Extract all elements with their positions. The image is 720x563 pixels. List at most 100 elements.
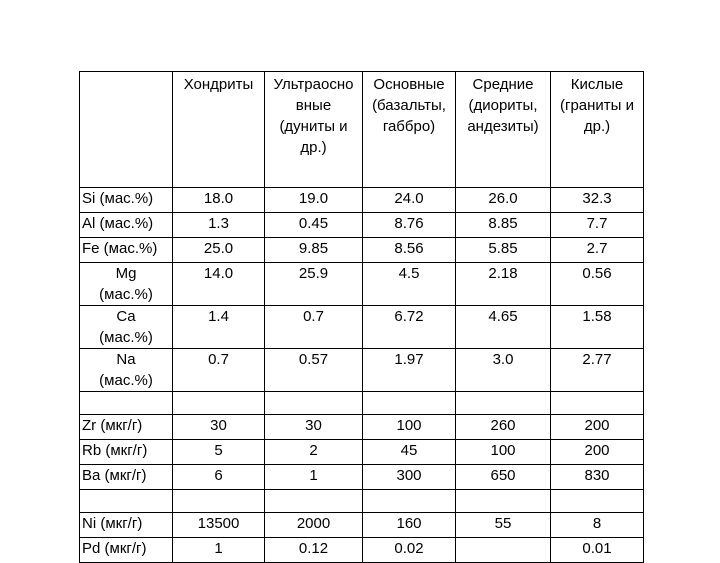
row-label-cell: Ca (мас.%) [79, 305, 173, 349]
value-cell [550, 489, 644, 513]
value-cell: 650 [455, 464, 551, 490]
value-cell: 0.01 [550, 537, 644, 563]
value-cell: 1.97 [362, 348, 456, 392]
value-cell: 1.4 [172, 305, 265, 349]
row-label: Na [116, 351, 136, 368]
value-cell: 100 [362, 414, 456, 440]
table-row: Mg (мас.%) 14.0 25.9 4.5 2.18 0.56 [79, 262, 644, 306]
value-cell: 6.72 [362, 305, 456, 349]
value-cell: 25.0 [172, 237, 265, 263]
value-cell: 0.7 [172, 348, 265, 392]
header-line: др.) [583, 118, 611, 135]
value-cell [455, 537, 551, 563]
value-cell: 32.3 [550, 187, 644, 213]
spacer-row [79, 489, 644, 513]
row-label-cell: Ba (мкг/г) [79, 464, 173, 490]
value-cell: 25.9 [264, 262, 363, 306]
header-line: Кислые [570, 76, 624, 93]
header-intermediate: Средние (диориты, андезиты) [455, 71, 551, 188]
header-line: (базальты, [372, 97, 446, 114]
value-cell: 160 [362, 512, 456, 538]
value-cell: 8 [550, 512, 644, 538]
value-cell: 6 [172, 464, 265, 490]
value-cell: 14.0 [172, 262, 265, 306]
value-cell: 1.3 [172, 212, 265, 238]
value-cell: 2.7 [550, 237, 644, 263]
row-label: (мас.%) [99, 329, 153, 346]
header-line: Хондриты [183, 76, 254, 93]
table-row: Si (мас.%) 18.0 19.0 24.0 26.0 32.3 [79, 187, 644, 213]
value-cell [455, 391, 551, 415]
row-label-cell: Pd (мкг/г) [79, 537, 173, 563]
value-cell [362, 391, 456, 415]
value-cell: 1 [172, 537, 265, 563]
value-cell: 0.45 [264, 212, 363, 238]
value-cell: 8.56 [362, 237, 456, 263]
header-line: др.) [300, 139, 327, 156]
value-cell: 55 [455, 512, 551, 538]
header-line: (диориты, [468, 97, 538, 114]
value-cell [362, 489, 456, 513]
value-cell: 8.76 [362, 212, 456, 238]
value-cell: 24.0 [362, 187, 456, 213]
value-cell: 1.58 [550, 305, 644, 349]
row-label: Zr (мкг/г) [82, 417, 143, 434]
table-row: Rb (мкг/г) 5 2 45 100 200 [79, 439, 644, 465]
header-line: Основные [373, 76, 445, 93]
row-label-cell: Fe (мас.%) [79, 237, 173, 263]
value-cell: 19.0 [264, 187, 363, 213]
row-label: Fe (мас.%) [82, 240, 158, 257]
header-row: Хондриты Ультраосно вные (дуниты и др.) … [79, 71, 644, 188]
value-cell: 0.7 [264, 305, 363, 349]
row-label: Pd (мкг/г) [82, 540, 147, 557]
table-body: Хондриты Ультраосно вные (дуниты и др.) … [79, 71, 644, 563]
value-cell: 4.5 [362, 262, 456, 306]
row-label-cell: Al (мас.%) [79, 212, 173, 238]
value-cell: 9.85 [264, 237, 363, 263]
row-label-cell: Mg (мас.%) [79, 262, 173, 306]
spacer-row [79, 391, 644, 415]
value-cell: 1 [264, 464, 363, 490]
header-line: андезиты) [467, 118, 539, 135]
table-row: Ni (мкг/г) 13500 2000 160 55 8 [79, 512, 644, 538]
row-label-cell: Rb (мкг/г) [79, 439, 173, 465]
row-label-cell [79, 391, 173, 415]
value-cell: 5.85 [455, 237, 551, 263]
header-ultrabasic: Ультраосно вные (дуниты и др.) [264, 71, 363, 188]
value-cell: 2.77 [550, 348, 644, 392]
value-cell [550, 391, 644, 415]
row-label: (мас.%) [99, 286, 153, 303]
value-cell: 200 [550, 439, 644, 465]
value-cell: 0.56 [550, 262, 644, 306]
value-cell: 7.7 [550, 212, 644, 238]
value-cell: 100 [455, 439, 551, 465]
value-cell: 830 [550, 464, 644, 490]
table-row: Fe (мас.%) 25.0 9.85 8.56 5.85 2.7 [79, 237, 644, 263]
header-basic: Основные (базальты, габбро) [362, 71, 456, 188]
value-cell: 300 [362, 464, 456, 490]
header-line: (дуниты и [279, 118, 348, 135]
row-label-cell: Ni (мкг/г) [79, 512, 173, 538]
value-cell: 30 [172, 414, 265, 440]
header-line: Средние [472, 76, 534, 93]
value-cell [172, 391, 265, 415]
row-label: Si (мас.%) [82, 190, 154, 207]
header-chondrites: Хондриты [172, 71, 265, 188]
value-cell [172, 489, 265, 513]
value-cell [264, 489, 363, 513]
value-cell: 2 [264, 439, 363, 465]
table-row: Na (мас.%) 0.7 0.57 1.97 3.0 2.77 [79, 348, 644, 392]
row-label: Ni (мкг/г) [82, 515, 143, 532]
value-cell: 2000 [264, 512, 363, 538]
table-row: Al (мас.%) 1.3 0.45 8.76 8.85 7.7 [79, 212, 644, 238]
rock-composition-table: Хондриты Ультраосно вные (дуниты и др.) … [79, 71, 644, 563]
row-label-cell: Na (мас.%) [79, 348, 173, 392]
row-label: Ba (мкг/г) [82, 467, 147, 484]
value-cell: 30 [264, 414, 363, 440]
header-line: вные [295, 97, 332, 114]
row-label: Mg [115, 265, 137, 282]
value-cell: 13500 [172, 512, 265, 538]
value-cell: 4.65 [455, 305, 551, 349]
value-cell: 3.0 [455, 348, 551, 392]
value-cell: 26.0 [455, 187, 551, 213]
